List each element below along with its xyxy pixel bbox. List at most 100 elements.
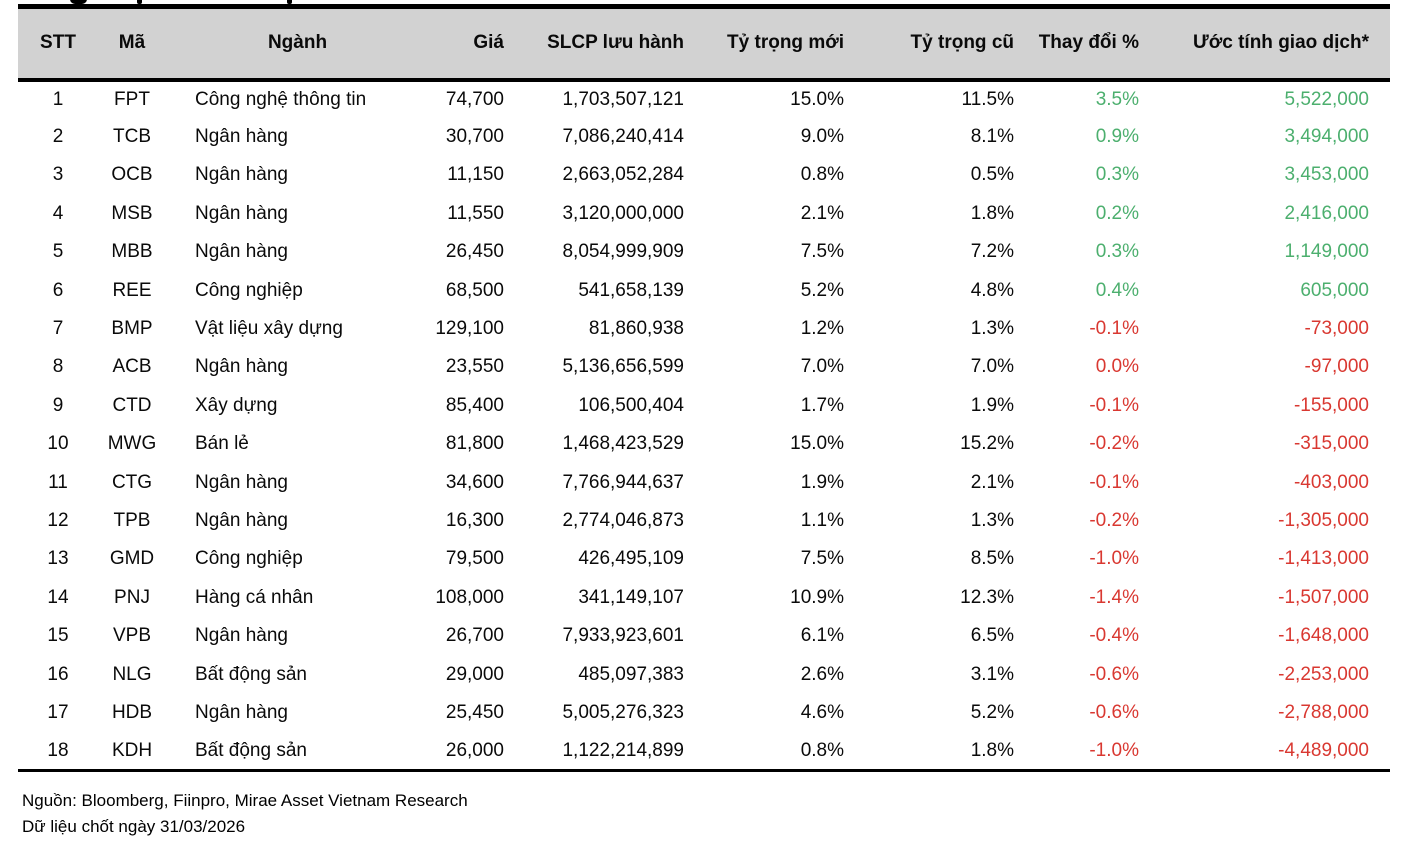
cell-ty_trong_moi: 2.1% xyxy=(800,202,844,224)
clipped-glyph xyxy=(137,0,142,4)
source-note: Nguồn: Bloomberg, Fiinpro, Mirae Asset V… xyxy=(22,791,468,810)
cell-ty_trong_cu: 1.8% xyxy=(970,739,1014,761)
cell-gia: 34,600 xyxy=(445,471,504,493)
cell-stt: 9 xyxy=(52,394,64,416)
cell-thay_doi: 0.0% xyxy=(1095,356,1139,378)
cell-slcp: 485,097,383 xyxy=(578,663,684,685)
cell-thay_doi: 0.2% xyxy=(1095,202,1139,224)
cell-slcp: 3,120,000,000 xyxy=(562,202,684,224)
cell-thay_doi: 0.9% xyxy=(1095,126,1139,148)
cell-uoc_tinh: 3,453,000 xyxy=(1284,164,1369,186)
cell-uoc_tinh: -2,253,000 xyxy=(1278,663,1369,685)
cell-slcp: 106,500,404 xyxy=(578,394,684,416)
cell-ty_trong_moi: 0.8% xyxy=(800,739,844,761)
cell-stt: 11 xyxy=(48,471,68,493)
cell-stt: 14 xyxy=(47,586,69,608)
cell-ma: MWG xyxy=(107,433,157,455)
table-row: 2 TCB Ngân hàng 30,700 7,086,240,414 9.0% 8.1%… xyxy=(18,118,1390,156)
cell-uoc_tinh: -1,507,000 xyxy=(1278,586,1369,608)
cell-ty_trong_moi: 5.2% xyxy=(800,279,844,301)
cell-nganh: Công nghiệp xyxy=(195,548,303,570)
column-header-gia: Giá xyxy=(400,6,508,82)
cell-ma: GMD xyxy=(109,548,155,570)
table-row: 7 BMP Vật liệu xây dựng 129,100 81,860,938 1.… xyxy=(18,310,1390,348)
cell-ma: TPB xyxy=(113,509,151,531)
cell-uoc_tinh: -403,000 xyxy=(1293,471,1369,493)
table-header-row: STT Mã Ngành Giá SLCP lưu hành Tỷ trọng mới Tỷ… xyxy=(18,6,1390,82)
cell-slcp: 2,663,052,284 xyxy=(562,164,684,186)
table-row: 15 VPB Ngân hàng 26,700 7,933,923,601 6.1% 6.5… xyxy=(18,617,1390,655)
column-header-uoc_tinh: Ước tính giao dịch* xyxy=(1143,6,1390,82)
cell-slcp: 8,054,999,909 xyxy=(562,241,684,263)
cell-thay_doi: -0.4% xyxy=(1089,625,1139,647)
cell-ma: ACB xyxy=(112,356,152,378)
cell-thay_doi: 3.5% xyxy=(1095,88,1139,110)
cell-thay_doi: -0.1% xyxy=(1089,471,1139,493)
cell-nganh: Bán lẻ xyxy=(195,433,249,455)
cell-ty_trong_moi: 1.7% xyxy=(800,394,844,416)
cell-stt: 4 xyxy=(52,202,64,224)
cell-ma: HDB xyxy=(111,701,153,723)
data-date-note: Dữ liệu chốt ngày 31/03/2026 xyxy=(22,817,246,836)
cell-nganh: Vật liệu xây dựng xyxy=(195,318,343,340)
cell-gia: 81,800 xyxy=(445,433,504,455)
cell-ma: CTG xyxy=(111,471,153,493)
cell-stt: 6 xyxy=(52,279,64,301)
cell-ma: PNJ xyxy=(114,586,150,608)
table-row: 14 PNJ Hàng cá nhân 108,000 341,149,107 10.9%… xyxy=(18,579,1390,617)
cell-stt: 16 xyxy=(47,663,69,685)
cell-slcp: 5,005,276,323 xyxy=(562,701,684,723)
table-row: 16 NLG Bất động sản 29,000 485,097,383 2.6% 3.… xyxy=(18,655,1390,693)
cell-slcp: 1,703,507,121 xyxy=(562,88,684,110)
cell-ma: MBB xyxy=(111,241,153,263)
table-body: 1 FPT Công nghệ thông tin 74,700 1,703,507,1… xyxy=(18,80,1390,771)
column-header-thay_doi: Thay đổi % xyxy=(1018,6,1143,82)
table-header: STT Mã Ngành Giá SLCP lưu hành Tỷ trọng mới Tỷ… xyxy=(18,6,1390,82)
cell-thay_doi: 0.4% xyxy=(1095,279,1139,301)
cell-ma: NLG xyxy=(112,663,152,685)
cell-uoc_tinh: 3,494,000 xyxy=(1284,126,1369,148)
column-header-nganh: Ngành xyxy=(166,6,400,82)
cell-ty_trong_moi: 6.1% xyxy=(800,625,844,647)
cell-ty_trong_moi: 9.0% xyxy=(800,126,844,148)
cell-nganh: Ngân hàng xyxy=(195,625,288,647)
table-row: 10 MWG Bán lẻ 81,800 1,468,423,529 15.0% 15.2%… xyxy=(18,425,1390,463)
cell-nganh: Công nghiệp xyxy=(195,279,303,301)
cell-gia: 11,150 xyxy=(447,164,504,186)
cell-thay_doi: -0.2% xyxy=(1089,509,1139,531)
cell-thay_doi: -1.0% xyxy=(1089,548,1139,570)
cell-stt: 18 xyxy=(47,739,69,761)
cell-stt: 1 xyxy=(52,88,64,110)
cell-stt: 17 xyxy=(47,701,69,723)
cell-slcp: 81,860,938 xyxy=(588,318,684,340)
cell-gia: 23,550 xyxy=(445,356,504,378)
cell-ty_trong_moi: 7.5% xyxy=(800,241,844,263)
cell-ty_trong_moi: 15.0% xyxy=(790,88,844,110)
cell-ma: BMP xyxy=(111,318,153,340)
cell-gia: 30,700 xyxy=(445,126,504,148)
table-row: 18 KDH Bất động sản 26,000 1,122,214,899 0.8%… xyxy=(18,732,1390,770)
cell-ty_trong_moi: 1.2% xyxy=(800,318,844,340)
cell-ma: KDH xyxy=(111,739,153,761)
cell-slcp: 7,766,944,637 xyxy=(562,471,684,493)
cell-uoc_tinh: -1,648,000 xyxy=(1278,625,1369,647)
cell-slcp: 1,122,214,899 xyxy=(562,739,684,761)
index-rebalance-table: STT Mã Ngành Giá SLCP lưu hành Tỷ trọng mới Tỷ… xyxy=(18,4,1390,773)
cell-stt: 13 xyxy=(47,548,69,570)
cell-ty_trong_moi: 1.1% xyxy=(800,509,844,531)
cell-uoc_tinh: -4,489,000 xyxy=(1278,739,1369,761)
table-row: 12 TPB Ngân hàng 16,300 2,774,046,873 1.1% 1.3… xyxy=(18,502,1390,540)
cell-gia: 108,000 xyxy=(435,586,504,608)
table-row: 1 FPT Công nghệ thông tin 74,700 1,703,507,1… xyxy=(18,80,1390,118)
cell-gia: 68,500 xyxy=(445,279,504,301)
column-header-ma: Mã xyxy=(98,6,166,82)
cell-ty_trong_cu: 5.2% xyxy=(970,701,1014,723)
cell-ty_trong_moi: 7.0% xyxy=(800,356,844,378)
cell-nganh: Ngân hàng xyxy=(195,509,288,531)
cell-ma: MSB xyxy=(111,202,153,224)
cell-ty_trong_cu: 1.3% xyxy=(970,318,1014,340)
cell-ty_trong_cu: 0.5% xyxy=(970,164,1014,186)
cell-ty_trong_cu: 8.1% xyxy=(970,126,1014,148)
table-row: 17 HDB Ngân hàng 25,450 5,005,276,323 4.6% 5.2… xyxy=(18,694,1390,732)
cell-uoc_tinh: -155,000 xyxy=(1293,394,1369,416)
